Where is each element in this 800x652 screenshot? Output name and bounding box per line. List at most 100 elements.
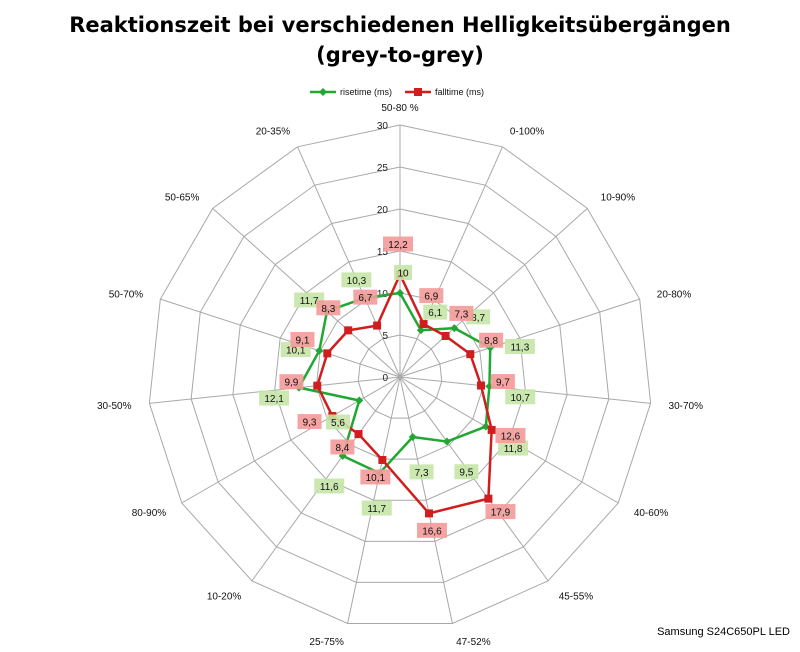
data-label-fall: 12,6 [495, 427, 526, 443]
data-label-fall: 9,1 [290, 331, 315, 347]
data-point-rise [315, 346, 324, 355]
chart-title: Reaktionszeit bei verschiedenen Helligke… [0, 10, 800, 70]
svg-text:16,6: 16,6 [422, 526, 442, 537]
svg-text:9,3: 9,3 [303, 418, 317, 429]
legend-item-rise: risetime (ms) [310, 87, 392, 97]
category-label: 20-35% [256, 126, 291, 137]
data-point-rise [396, 289, 404, 297]
category-label: 10-90% [601, 192, 636, 203]
svg-text:falltime (ms): falltime (ms) [435, 87, 484, 97]
grid-ring [274, 250, 526, 501]
data-label-rise: 6,1 [423, 304, 448, 320]
category-label: 10-20% [207, 591, 242, 602]
grid-ring [148, 124, 652, 624]
data-label-fall: 8,4 [330, 439, 355, 455]
svg-text:5,6: 5,6 [331, 418, 345, 429]
series-line-rise [297, 291, 492, 475]
data-label-rise: 5,6 [326, 414, 351, 430]
data-point-fall [484, 494, 493, 503]
spoke [399, 146, 503, 378]
radar-grid [148, 124, 652, 624]
svg-text:risetime (ms): risetime (ms) [340, 87, 392, 97]
svg-text:17,9: 17,9 [491, 508, 511, 519]
category-label: 25-75% [309, 637, 344, 648]
data-point-fall [424, 509, 433, 518]
svg-text:8,4: 8,4 [335, 443, 349, 454]
data-label-fall: 8,8 [479, 332, 504, 348]
data-label-fall: 9,7 [490, 374, 515, 390]
data-point-rise [416, 326, 425, 335]
svg-text:10,1: 10,1 [366, 473, 386, 484]
svg-text:6,7: 6,7 [358, 293, 372, 304]
data-label-fall: 17,9 [485, 504, 516, 520]
data-label-fall: 6,9 [419, 288, 444, 304]
data-point-fall [373, 321, 382, 330]
svg-text:10,7: 10,7 [510, 393, 530, 404]
data-point-fall [419, 320, 428, 329]
data-label-fall: 8,3 [316, 300, 341, 316]
data-label-fall: 16,6 [416, 522, 447, 538]
data-labels: 10 6,1 8,7 11,3 10,7 11,8 9,5 7,3 11,7 11,6 5,6 12,… [259, 236, 536, 538]
data-point-rise [442, 437, 451, 446]
data-point-rise [408, 432, 417, 441]
radial-tick-label: 0 [382, 373, 388, 384]
spoke [297, 146, 401, 378]
svg-text:12,6: 12,6 [501, 431, 521, 442]
data-label-rise: 11,6 [314, 478, 345, 494]
data-label-rise: 7,3 [409, 464, 434, 480]
data-point-fall [323, 349, 332, 358]
spoke [149, 376, 401, 404]
data-label-rise: 11,8 [498, 440, 529, 456]
svg-text:9,7: 9,7 [496, 378, 510, 389]
series-line-fall [316, 273, 493, 515]
svg-text:11,6: 11,6 [320, 482, 339, 493]
svg-text:7,3: 7,3 [415, 468, 429, 479]
data-label-fall: 9,9 [279, 374, 304, 390]
legend-item-fall: falltime (ms) [405, 87, 484, 97]
category-label: 40-60% [634, 508, 669, 519]
spoke [399, 376, 453, 624]
category-label: 50-80 % [381, 103, 418, 114]
svg-text:10,1: 10,1 [286, 346, 306, 357]
data-label-rise: 11,7 [361, 500, 392, 516]
category-label: 30-70% [669, 401, 704, 412]
data-label-rise: 10,3 [341, 272, 372, 288]
svg-text:8,7: 8,7 [471, 313, 485, 324]
svg-text:10: 10 [397, 269, 409, 280]
category-label: 30-50% [97, 401, 132, 412]
footnote: Samsung S24C650PL LED [657, 626, 790, 638]
data-label-fall: 7,3 [449, 305, 474, 321]
data-label-fall: 10,1 [360, 469, 391, 485]
svg-text:7,3: 7,3 [454, 309, 468, 320]
svg-text:12,2: 12,2 [388, 240, 408, 251]
spoke [399, 208, 588, 378]
svg-text:6,1: 6,1 [428, 308, 442, 319]
data-label-rise: 10,7 [505, 389, 536, 405]
category-labels: 50-80 % 0-100% 10-90% 20-80% 30-70% 40-60% 45-… [97, 103, 703, 648]
svg-text:9,9: 9,9 [284, 378, 298, 389]
svg-text:10,3: 10,3 [347, 276, 367, 287]
data-point-fall [441, 331, 450, 340]
grid-ring [232, 208, 568, 542]
category-label: 0-100% [510, 126, 545, 137]
radial-tick-label: 5 [382, 331, 388, 342]
svg-text:12,1: 12,1 [264, 394, 284, 405]
grid-ring [357, 334, 443, 419]
data-point-fall [466, 350, 475, 359]
data-point-rise [450, 324, 459, 333]
radial-tick-label: 25 [377, 163, 389, 174]
svg-text:11,3: 11,3 [511, 343, 530, 354]
data-point-rise [355, 396, 364, 405]
category-label: 20-80% [657, 290, 692, 301]
data-point-fall [477, 381, 486, 390]
data-label-rise: 10 [394, 265, 412, 280]
spoke [399, 298, 640, 378]
data-label-rise: 9,5 [454, 464, 479, 480]
data-point-fall [344, 326, 353, 335]
svg-text:11,7: 11,7 [300, 296, 319, 307]
radial-tick-label: 15 [377, 247, 389, 258]
chart-title-line-2: (grey-to-grey) [316, 43, 484, 67]
radial-tick-label: 30 [377, 121, 389, 132]
